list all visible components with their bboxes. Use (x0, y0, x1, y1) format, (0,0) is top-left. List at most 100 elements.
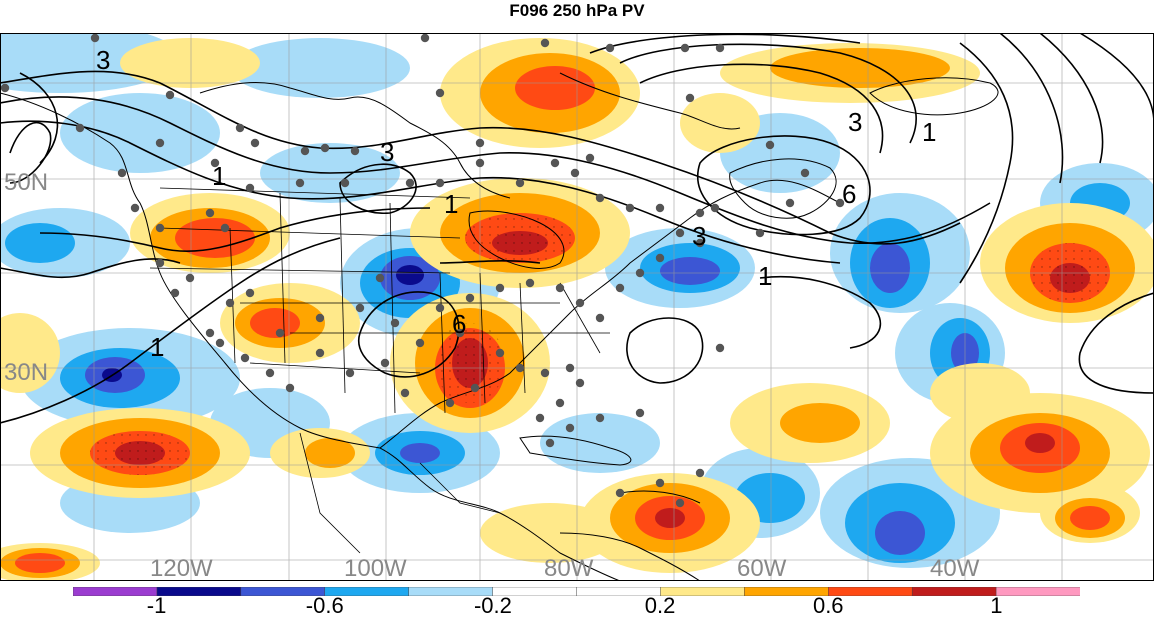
observation-dot (575, 378, 585, 388)
observation-dot (350, 146, 360, 156)
observation-dot (695, 468, 705, 478)
coastlines (0, 72, 999, 581)
colorbar-tick-label: 0.2 (644, 593, 676, 618)
observation-dot (220, 223, 230, 233)
lon-label-60w: 60W (737, 555, 787, 581)
observation-dot (185, 273, 195, 283)
observation-dot (605, 43, 615, 53)
observation-dot (515, 363, 525, 373)
observation-dot (155, 223, 165, 233)
observation-dot (835, 198, 845, 208)
observation-dot (235, 123, 245, 133)
observation-dot (130, 203, 140, 213)
observation-dot (515, 178, 525, 188)
observation-dot (390, 318, 400, 328)
observation-dot (540, 38, 550, 48)
observation-dot (455, 328, 465, 338)
observation-dot (555, 398, 565, 408)
lon-label-100w: 100W (344, 555, 407, 581)
observation-dot (575, 298, 585, 308)
observation-dot (540, 368, 550, 378)
contour-label: 3 (848, 107, 862, 137)
observation-dot (550, 158, 560, 168)
colorbar-tick-label: -0.2 (473, 593, 512, 618)
contour-label: 3 (692, 221, 706, 251)
observation-dot (585, 153, 595, 163)
observation-dot (90, 33, 100, 43)
observation-dot (595, 193, 605, 203)
observation-dot (545, 438, 555, 448)
axis-labels: 50N 30N 120W 100W 80W 60W 40W (4, 169, 980, 581)
observation-dot (535, 413, 545, 423)
observation-dot (475, 158, 485, 168)
observation-dot (710, 203, 720, 213)
colorbar-tick-label: -0.6 (305, 593, 344, 618)
observation-dot (675, 498, 685, 508)
observation-dot (355, 303, 365, 313)
observation-dot (655, 478, 665, 488)
observation-dot (445, 398, 455, 408)
colorbar-tick-label: -1 (146, 593, 167, 618)
observation-dot (495, 283, 505, 293)
contour-label: 1 (922, 117, 936, 147)
observation-dot (715, 43, 725, 53)
observation-dot (655, 203, 665, 213)
observation-dot (340, 178, 350, 188)
colorbar-swatch (995, 587, 1080, 596)
observation-dot (565, 363, 575, 373)
colorbar-tick-label: 1 (990, 593, 1003, 618)
observation-dot (695, 208, 705, 218)
observation-dot (475, 138, 485, 148)
lat-label-30n: 30N (4, 359, 48, 386)
lat-label-50n: 50N (4, 169, 48, 196)
contour-labels: 3 3 3 1 6 3 1 1 1 1 6 (96, 45, 936, 362)
observation-dot (595, 313, 605, 323)
observation-dot (595, 413, 605, 423)
observation-dot (250, 138, 260, 148)
observation-dot (215, 338, 225, 348)
observation-dot (205, 328, 215, 338)
observation-dot (615, 488, 625, 498)
contour-label: 1 (444, 189, 458, 219)
graticule (0, 33, 1154, 581)
observation-dot (800, 168, 810, 178)
observation-dot (435, 303, 445, 313)
observation-sites (0, 33, 845, 508)
contour-label: 1 (150, 332, 164, 362)
lon-label-40w: 40W (930, 555, 980, 581)
observation-dot (785, 198, 795, 208)
observation-dot (525, 278, 535, 288)
observation-dot (210, 158, 220, 168)
observation-dot (635, 268, 645, 278)
pv-negative-strong (85, 243, 979, 555)
observation-dot (155, 258, 165, 268)
observation-dot (275, 328, 285, 338)
observation-dot (155, 138, 165, 148)
observation-dot (615, 283, 625, 293)
observation-dot (240, 353, 250, 363)
observation-dot (170, 288, 180, 298)
observation-dot (555, 283, 565, 293)
observation-dot (315, 348, 325, 358)
observation-dot (285, 383, 295, 393)
contour-label: 1 (758, 261, 772, 291)
observation-dot (435, 178, 445, 188)
observation-dot (315, 313, 325, 323)
observation-dot (117, 168, 127, 178)
observation-dot (245, 183, 255, 193)
observation-dot (225, 298, 235, 308)
lon-label-120w: 120W (150, 555, 213, 581)
pv-map: 3 3 3 1 6 3 1 1 1 1 6 50N 30N 120W 100W … (0, 33, 1154, 581)
contour-label: 6 (452, 309, 466, 339)
observation-dot (75, 123, 85, 133)
observation-dot (300, 146, 310, 156)
observation-dot (245, 288, 255, 298)
contour-label: 3 (96, 45, 110, 75)
observation-dot (375, 273, 385, 283)
observation-dot (265, 368, 275, 378)
observation-dot (765, 140, 775, 150)
observation-dot (680, 43, 690, 53)
observation-dot (755, 228, 765, 238)
observation-dot (405, 178, 415, 188)
observation-dot (435, 88, 445, 98)
